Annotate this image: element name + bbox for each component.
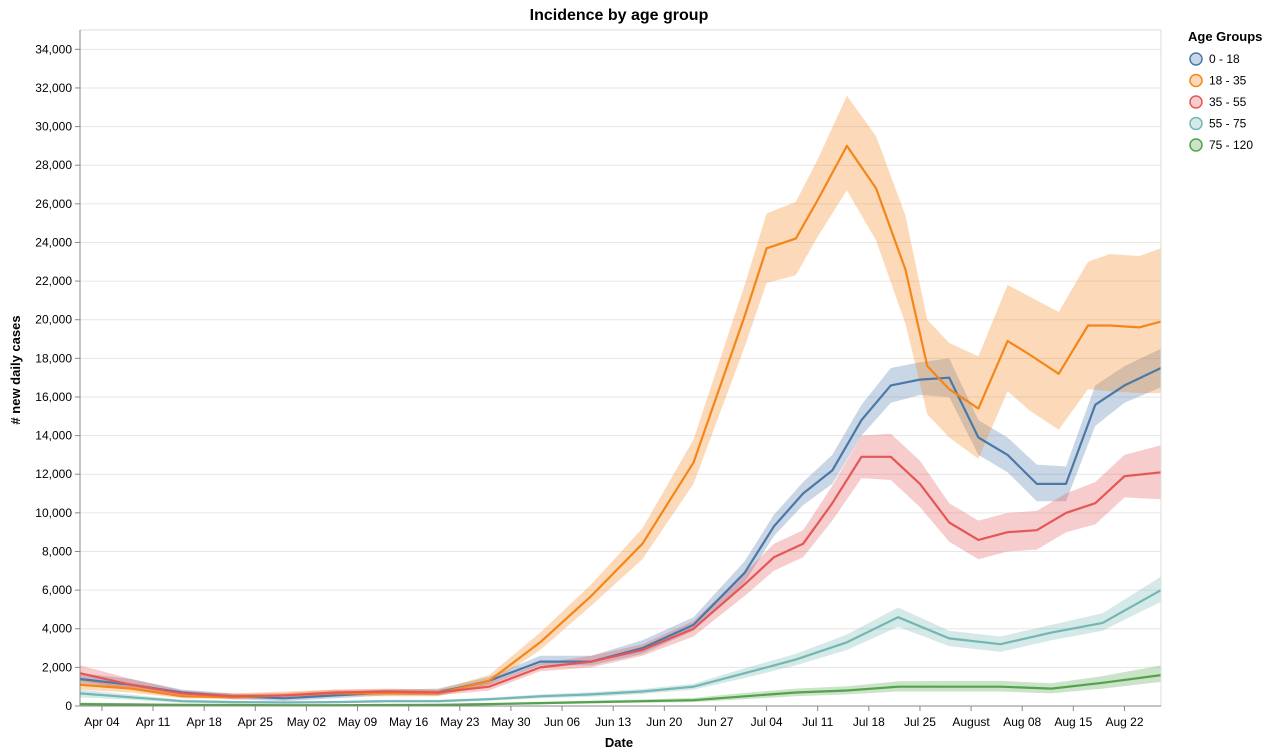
y-tick-label: 20,000 — [35, 313, 72, 327]
legend-item-55to75[interactable]: 55 - 75 — [1189, 116, 1247, 131]
y-tick-label: 22,000 — [35, 274, 72, 288]
legend-label: 35 - 55 — [1209, 95, 1247, 109]
legend-swatch — [1189, 116, 1203, 131]
x-tick-label: Aug 08 — [1003, 715, 1041, 729]
y-tick-label: 34,000 — [35, 42, 72, 56]
y-tick-label: 8,000 — [42, 544, 72, 558]
legend-item-0to18[interactable]: 0 - 18 — [1189, 52, 1240, 66]
legend: Age Groups 0 - 18 18 - 35 35 - 55 55 - 75 75… — [1188, 29, 1262, 152]
y-axis-label: # new daily cases — [8, 315, 23, 424]
line-55to75 — [79, 589, 1162, 704]
y-tick-label: 6,000 — [42, 583, 72, 597]
confidence-bands — [80, 95, 1161, 706]
y-tick-label: 12,000 — [35, 467, 72, 481]
band-18to35 — [80, 95, 1161, 700]
band-75to120 — [80, 665, 1161, 706]
y-tick-label: 16,000 — [35, 390, 72, 404]
line-18to35 — [79, 144, 1162, 699]
grid-layer — [80, 48, 1161, 707]
x-tick-label: May 02 — [287, 715, 327, 729]
x-tick-label: May 16 — [389, 715, 429, 729]
legend-label: 75 - 120 — [1209, 138, 1253, 152]
legend-swatch — [1189, 138, 1203, 152]
x-tick-label: Aug 22 — [1105, 715, 1143, 729]
x-tick-label: Jun 13 — [595, 715, 631, 729]
x-tick-label: Jul 18 — [853, 715, 885, 729]
y-tick-label: 0 — [65, 699, 72, 713]
y-tick-label: 14,000 — [35, 429, 72, 443]
axes: 0 2,000 4,000 6,000 8,000 10,000 12,000 14,000 1… — [35, 29, 1162, 729]
x-tick-label: May 30 — [491, 715, 531, 729]
line-75to120 — [79, 674, 1162, 707]
legend-swatch — [1189, 95, 1203, 109]
legend-label: 55 - 75 — [1209, 117, 1247, 131]
y-tick-label: 18,000 — [35, 351, 72, 365]
x-tick-label: Jul 11 — [802, 715, 833, 729]
x-tick-label: Jul 25 — [904, 715, 936, 729]
x-axis-label: Date — [605, 735, 633, 750]
x-tick-label: Aug 15 — [1054, 715, 1092, 729]
x-tick-label: Jun 27 — [697, 715, 733, 729]
line-0to18 — [79, 367, 1162, 700]
x-tick-label: May 09 — [338, 715, 378, 729]
y-tick-label: 10,000 — [35, 506, 72, 520]
legend-swatch — [1189, 52, 1203, 66]
y-tick-label: 32,000 — [35, 81, 72, 95]
legend-item-35to55[interactable]: 35 - 55 — [1189, 95, 1247, 109]
legend-title: Age Groups — [1188, 29, 1262, 44]
x-tick-label: Apr 11 — [136, 715, 171, 729]
series-lines — [79, 144, 1162, 707]
x-tick-label: Apr 04 — [84, 715, 120, 729]
legend-swatch — [1189, 73, 1203, 88]
x-tick-label: Jun 06 — [544, 715, 580, 729]
y-tick-label: 24,000 — [35, 235, 72, 249]
x-tick-label: Jun 20 — [646, 715, 682, 729]
y-tick-label: 26,000 — [35, 197, 72, 211]
legend-label: 0 - 18 — [1209, 52, 1240, 66]
band-55to75 — [80, 576, 1161, 704]
x-tick-label: Jul 04 — [751, 715, 783, 729]
x-tick-label: August — [952, 715, 990, 729]
legend-label: 18 - 35 — [1209, 74, 1247, 88]
legend-item-18to35[interactable]: 18 - 35 — [1189, 73, 1247, 88]
chart-title: Incidence by age group — [530, 7, 709, 24]
x-tick-label: May 23 — [440, 715, 480, 729]
y-tick-label: 2,000 — [42, 660, 72, 674]
y-tick-label: 4,000 — [42, 622, 72, 636]
line-35to55 — [79, 455, 1162, 698]
y-tick-label: 30,000 — [35, 120, 72, 134]
legend-item-75to120[interactable]: 75 - 120 — [1189, 138, 1253, 152]
x-tick-label: Apr 25 — [238, 715, 274, 729]
x-tick-label: Apr 18 — [186, 715, 222, 729]
y-tick-label: 28,000 — [35, 158, 72, 172]
